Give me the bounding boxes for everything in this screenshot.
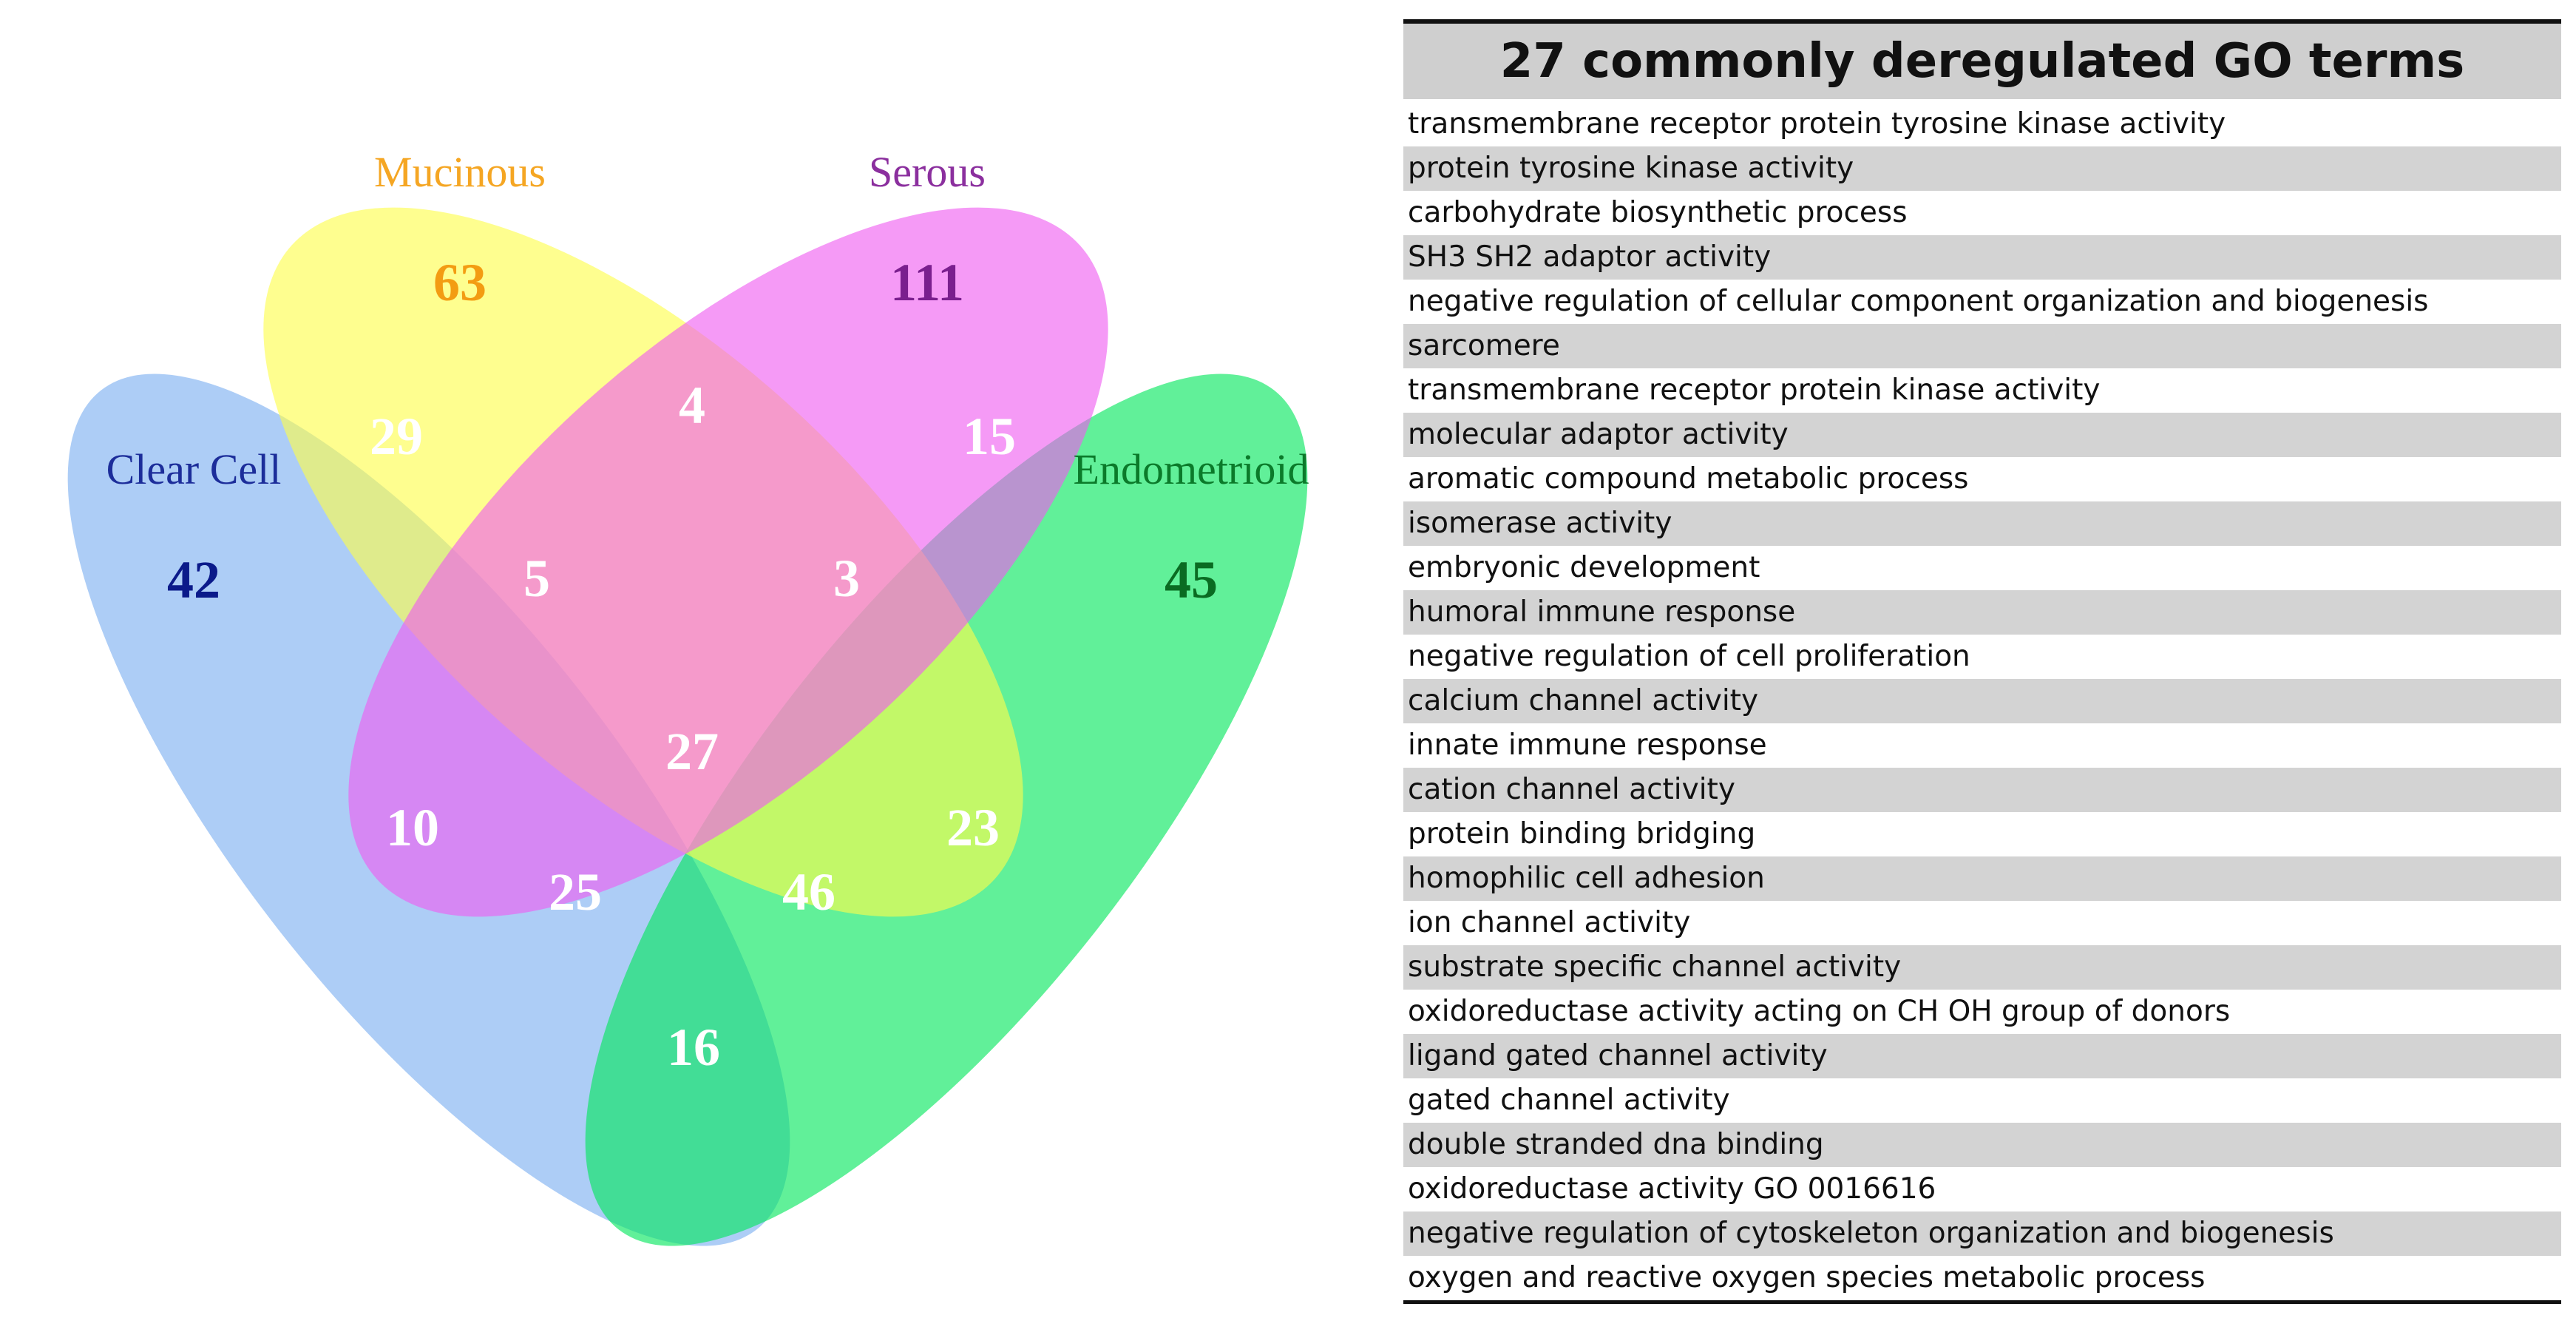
venn-diagram: Clear Cell Mucinous Serous Endometrioid … (67, 148, 1309, 1246)
go-term-row: negative regulation of cytoskeleton orga… (1403, 1211, 2561, 1256)
count-clear-mucinous: 29 (370, 407, 423, 466)
go-term-row: innate immune response (1408, 729, 1767, 762)
go-term-row: embryonic development (1408, 551, 1760, 584)
go-term-row: carbohydrate biosynthetic process (1408, 196, 1908, 229)
count-mucinous-only: 63 (433, 253, 487, 312)
go-term-row: oxidoreductase activity acting on CH OH … (1408, 995, 2231, 1028)
count-clear-mucinous-serous: 5 (523, 549, 550, 608)
count-serous-only: 111 (890, 253, 964, 312)
label-endometrioid: Endometrioid (1074, 445, 1309, 493)
go-terms-list: transmembrane receptor protein tyrosine … (1403, 102, 2561, 1300)
count-mucinous-serous-endometrioid: 3 (833, 549, 860, 608)
table-bottom-rule (1403, 1300, 2561, 1304)
go-term-row: protein binding bridging (1408, 817, 1756, 851)
go-term-row: ligand gated channel activity (1403, 1034, 2561, 1078)
go-term-row: molecular adaptor activity (1403, 413, 2561, 457)
count-clear-cell-only: 42 (167, 550, 220, 609)
ellipse-serous (348, 207, 1108, 917)
go-term-row: oxidoreductase activity GO 0016616 (1408, 1172, 1936, 1206)
go-term-row: sarcomere (1403, 324, 2561, 368)
go-term-row: negative regulation of cell proliferatio… (1408, 640, 1970, 673)
go-term-row: homophilic cell adhesion (1403, 856, 2561, 901)
count-clear-mucinous-endometrioid: 46 (782, 862, 835, 922)
go-term-row: double stranded dna binding (1403, 1123, 2561, 1167)
table-top-rule (1403, 19, 2561, 24)
go-term-row: negative regulation of cellular componen… (1408, 285, 2429, 318)
label-clear-cell: Clear Cell (106, 445, 282, 493)
go-term-row: substrate specific channel activity (1403, 945, 2561, 990)
go-term-row: SH3 SH2 adaptor activity (1403, 235, 2561, 280)
venn-svg: Clear Cell Mucinous Serous Endometrioid … (67, 148, 1309, 1246)
go-term-row: protein tyrosine kinase activity (1403, 146, 2561, 191)
go-term-row: ion channel activity (1408, 906, 1691, 939)
go-term-row: humoral immune response (1403, 590, 2561, 635)
go-term-row: transmembrane receptor protein tyrosine … (1408, 107, 2226, 141)
table-title: 27 commonly deregulated GO terms (1403, 24, 2561, 99)
count-all-four: 27 (665, 722, 719, 781)
count-serous-endometrioid: 15 (963, 407, 1016, 466)
go-term-row: isomerase activity (1403, 501, 2561, 546)
count-clear-serous: 10 (386, 798, 439, 857)
count-mucinous-endometrioid: 23 (946, 798, 1000, 857)
go-term-row: aromatic compound metabolic process (1408, 462, 1969, 496)
label-mucinous: Mucinous (374, 148, 546, 196)
go-term-row: calcium channel activity (1403, 679, 2561, 723)
go-term-row: cation channel activity (1403, 768, 2561, 812)
label-serous: Serous (869, 148, 986, 196)
count-mucinous-serous: 4 (679, 376, 705, 435)
go-term-row: oxygen and reactive oxygen species metab… (1408, 1261, 2206, 1294)
count-endometrioid-only: 45 (1165, 550, 1218, 609)
go-term-row: gated channel activity (1408, 1084, 1730, 1117)
count-clear-serous-endometrioid: 25 (549, 862, 602, 922)
count-clear-endometrioid: 16 (667, 1018, 720, 1077)
go-terms-table: 27 commonly deregulated GO terms transme… (1403, 19, 2561, 1304)
go-term-row: transmembrane receptor protein kinase ac… (1408, 374, 2101, 407)
